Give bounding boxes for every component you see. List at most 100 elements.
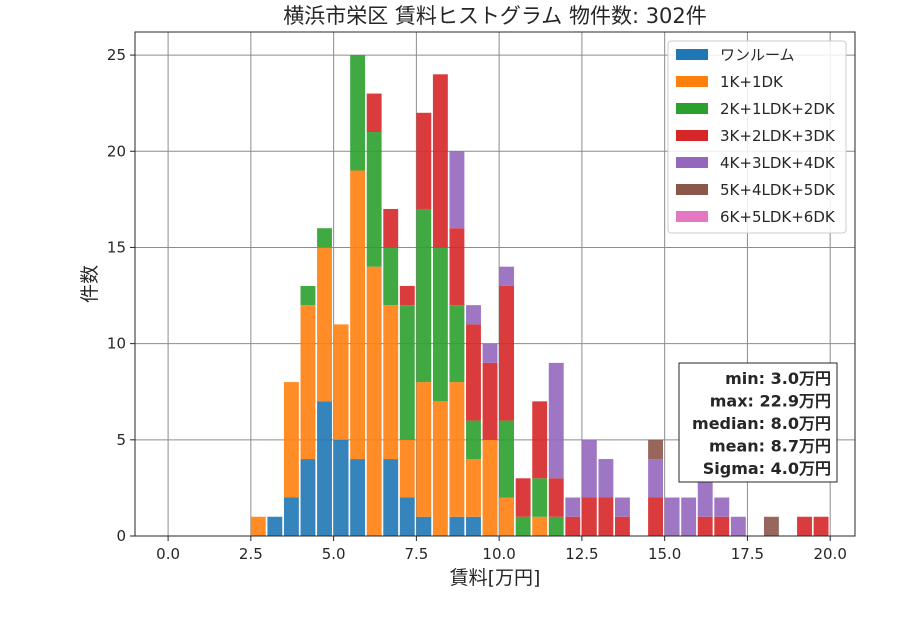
bar — [681, 497, 697, 536]
legend-swatch — [676, 130, 708, 141]
bar — [399, 439, 415, 498]
bar — [383, 208, 399, 248]
bar — [813, 516, 829, 536]
bar — [581, 497, 597, 536]
bar — [333, 439, 349, 536]
plot-frame — [134, 31, 856, 537]
bar — [466, 420, 481, 460]
stats-line: max: 22.9万円 — [710, 392, 831, 411]
bar — [548, 362, 564, 479]
stats-line: Sigma: 4.0万円 — [703, 459, 831, 478]
bar — [548, 516, 564, 536]
bar — [797, 516, 812, 536]
bar — [664, 497, 680, 536]
bar — [366, 93, 382, 133]
y-tick-label: 5 — [116, 431, 126, 449]
x-tick-label: 10.0 — [482, 545, 515, 563]
bar — [317, 401, 332, 536]
legend-label: 5K+4LDK+5DK — [720, 181, 836, 199]
bar — [763, 516, 779, 536]
x-tick-label: 5.0 — [322, 545, 346, 563]
bars — [250, 55, 829, 536]
legend-label: 3K+2LDK+3DK — [720, 127, 836, 145]
bar — [283, 382, 299, 498]
bar — [565, 497, 581, 517]
bar — [432, 401, 448, 536]
y-tick-label: 15 — [107, 238, 126, 256]
bar — [648, 497, 663, 536]
bar — [399, 305, 415, 440]
bar — [432, 74, 448, 248]
stats-box: min: 3.0万円 max: 22.9万円 median: 8.0万円 mean: … — [678, 362, 838, 483]
legend-swatch — [676, 211, 708, 222]
bar — [449, 151, 465, 229]
y-tick-label: 10 — [107, 335, 126, 353]
bar — [482, 343, 498, 363]
bar — [449, 228, 465, 306]
bar — [581, 439, 597, 498]
bar — [333, 324, 349, 440]
bar — [300, 285, 316, 306]
x-tick-label: 15.0 — [648, 545, 681, 563]
bar — [615, 497, 630, 517]
bar — [449, 516, 465, 536]
legend-swatch — [676, 76, 708, 87]
chart-title: 横浜市栄区 賃料ヒストグラム 物件数: 302件 — [283, 4, 707, 28]
bar — [714, 497, 730, 517]
bar — [383, 305, 399, 460]
y-axis-ticks: 0 5 10 15 20 25 — [107, 46, 135, 545]
x-tick-label: 0.0 — [156, 545, 180, 563]
x-tick-label: 2.5 — [239, 545, 263, 563]
bar — [466, 459, 481, 517]
stats-line: min: 3.0万円 — [725, 369, 831, 388]
bar — [399, 285, 415, 306]
legend-label: 6K+5LDK+6DK — [720, 208, 836, 226]
bar — [283, 497, 299, 536]
bar — [267, 516, 283, 536]
x-axis-ticks: 0.0 2.5 5.0 7.5 10.0 12.5 15.0 17.5 20.0 — [156, 536, 847, 563]
bar — [648, 459, 663, 498]
legend-label: ワンルーム — [720, 46, 795, 64]
stats-frame — [678, 362, 838, 483]
bar — [548, 478, 564, 517]
y-axis-label: 件数 — [79, 265, 101, 303]
bar — [350, 459, 366, 536]
x-axis-label: 賃料[万円] — [450, 567, 541, 589]
legend-swatch — [676, 184, 708, 195]
bar — [466, 324, 481, 421]
legend-swatch — [676, 49, 708, 60]
legend-label: 4K+3LDK+4DK — [720, 154, 836, 172]
bar — [648, 439, 663, 460]
bar — [416, 208, 432, 383]
legend-swatch — [676, 103, 708, 114]
x-tick-label: 17.5 — [731, 545, 764, 563]
bar — [532, 401, 548, 479]
bar — [366, 132, 382, 267]
bar — [499, 420, 515, 498]
bar — [532, 516, 548, 536]
bar — [615, 516, 630, 536]
bar — [482, 362, 498, 440]
bar — [300, 459, 316, 536]
y-tick-label: 20 — [107, 142, 126, 160]
legend-label: 1K+1DK — [720, 73, 784, 91]
legend-frame — [667, 40, 847, 234]
bar — [416, 112, 432, 209]
bar — [466, 516, 481, 536]
bar — [399, 497, 415, 536]
bar — [383, 459, 399, 536]
bar — [366, 266, 382, 536]
bar — [350, 55, 366, 171]
stats-line: mean: 8.7万円 — [709, 437, 831, 456]
x-tick-label: 20.0 — [813, 545, 846, 563]
legend-swatch — [676, 157, 708, 168]
bar — [317, 247, 332, 402]
y-tick-label: 0 — [116, 527, 126, 545]
bar — [482, 439, 498, 536]
bar — [565, 516, 581, 536]
bar — [250, 516, 266, 536]
bar — [515, 516, 531, 536]
bar — [466, 305, 481, 325]
bar — [598, 497, 614, 536]
